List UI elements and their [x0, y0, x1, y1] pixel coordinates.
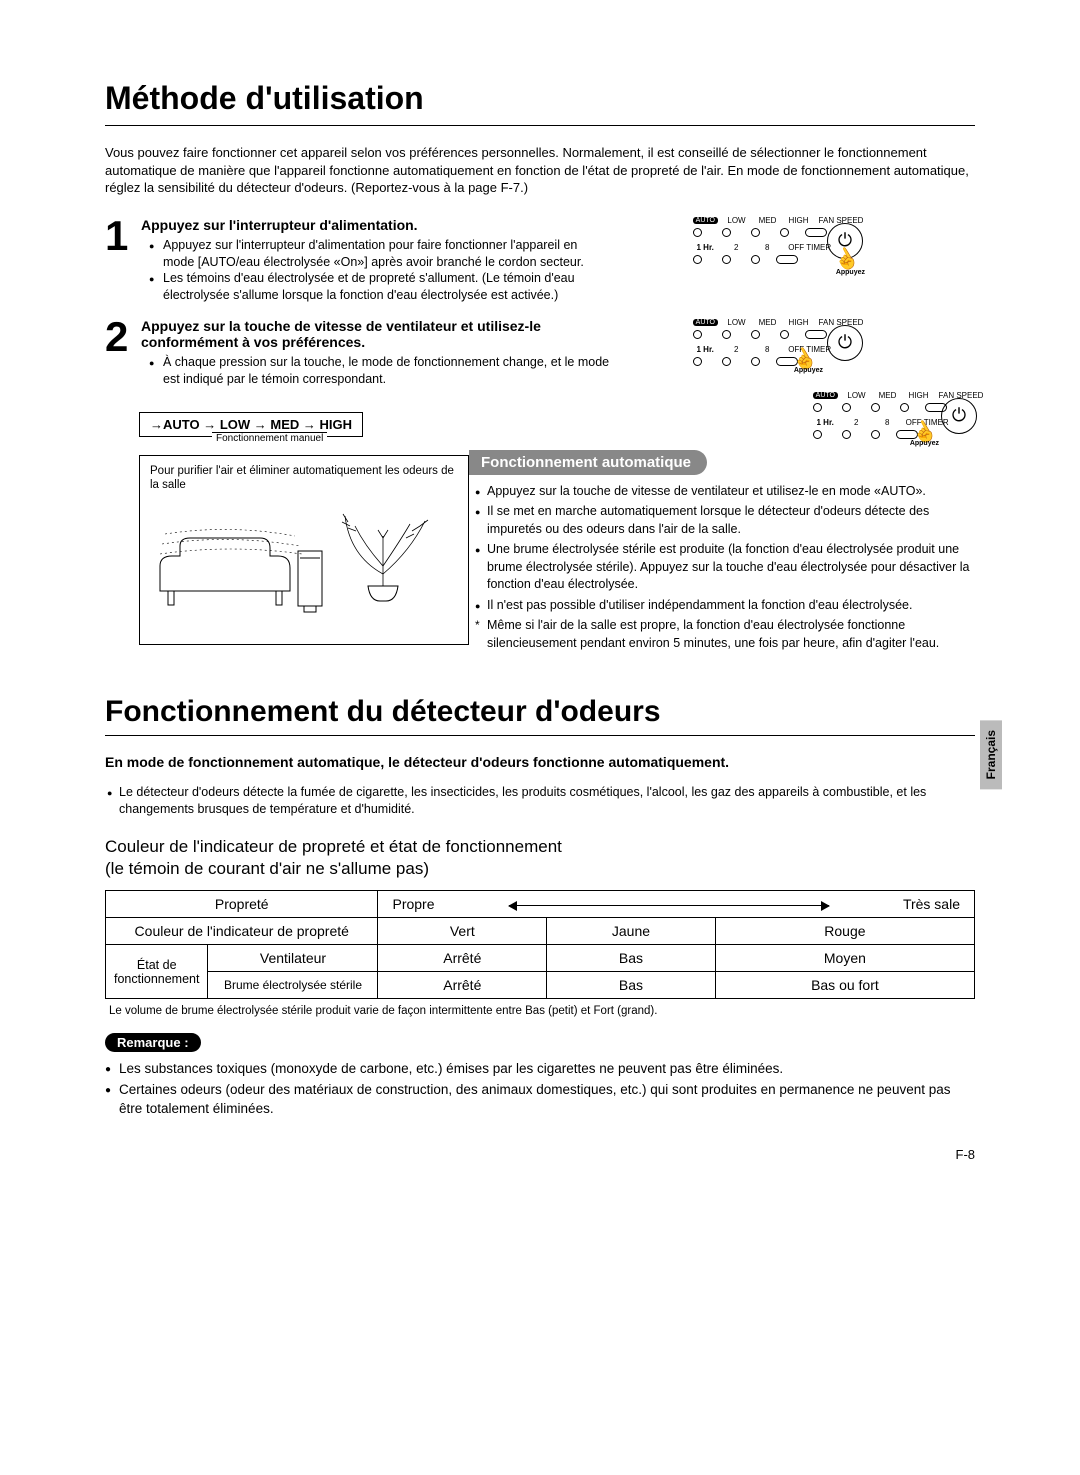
low-label: LOW [724, 217, 749, 225]
h8-label: 8 [755, 244, 780, 252]
med-label: MED [755, 319, 780, 327]
power-button[interactable]: ⏻ [827, 325, 863, 361]
step-heading: Appuyez sur l'interrupteur d'alimentatio… [141, 217, 611, 233]
power-icon: ⏻ [952, 405, 966, 426]
table-heading-l2: (le témoin de courant d'air ne s'allume … [105, 859, 429, 878]
remark-bullet: Certaines odeurs (odeur des matériaux de… [105, 1081, 975, 1119]
h8-label: 8 [875, 419, 900, 427]
step-bullet: Appuyez sur l'interrupteur d'alimentatio… [153, 237, 611, 271]
cell: Arrêté [378, 945, 547, 972]
cell: Arrêté [378, 972, 547, 999]
divider [105, 735, 975, 736]
table-row: Propreté Propre Très sale [106, 891, 975, 918]
table-row: Couleur de l'indicateur de propreté Vert… [106, 918, 975, 945]
auto-bullet: Une brume électrolysée stérile est produ… [475, 541, 975, 594]
h2-label: 2 [844, 419, 869, 427]
step-bullet: À chaque pression sur la touche, le mode… [153, 354, 611, 388]
cell-text: fonctionnement [114, 972, 199, 986]
cell-text: État de [137, 958, 177, 972]
room-drawing-icon [150, 496, 450, 636]
hr-label: 1 Hr. [693, 346, 718, 354]
press-label: Appuyez [836, 269, 865, 276]
table-heading: Couleur de l'indicateur de propreté et é… [105, 836, 975, 880]
mode-sub-label: Fonctionnement manuel [212, 432, 327, 444]
auto-label: AUTO [813, 392, 838, 399]
section2-title: Fonctionnement du détecteur d'odeurs [105, 695, 975, 729]
divider [105, 125, 975, 126]
intro-text: Vous pouvez faire fonctionner cet appare… [105, 144, 975, 197]
press-label: Appuyez [910, 440, 939, 447]
auto-bullet: Il se met en marche automatiquement lors… [475, 503, 975, 538]
low-label: LOW [724, 319, 749, 327]
cell: Vert [378, 918, 547, 945]
h8-label: 8 [755, 346, 780, 354]
step-heading: Appuyez sur la touche de vitesse de vent… [141, 318, 611, 350]
auto-label: AUTO [693, 217, 718, 224]
page-title: Méthode d'utilisation [105, 80, 975, 117]
auto-operation-heading: Fonctionnement automatique [469, 450, 707, 475]
room-caption: Pour purifier l'air et éliminer automati… [150, 464, 458, 493]
high-label: HIGH [906, 392, 931, 400]
remark-bullet: Les substances toxiques (monoxyde de car… [105, 1060, 975, 1079]
high-label: HIGH [786, 319, 811, 327]
remark-label: Remarque : [105, 1033, 201, 1052]
step-number: 1 [105, 217, 133, 255]
cell: Propreté [106, 891, 378, 918]
med-label: MED [875, 392, 900, 400]
language-tab: Français [980, 720, 1002, 789]
cell-scale: Propre Très sale [378, 891, 975, 918]
step-number: 2 [105, 318, 133, 356]
cell: Rouge [715, 918, 974, 945]
low-label: LOW [844, 392, 869, 400]
cell: Couleur de l'indicateur de propreté [106, 918, 378, 945]
scale-left: Propre [386, 896, 434, 912]
cell: Bas [547, 945, 716, 972]
cell: État de fonctionnement [106, 945, 208, 999]
mode-sequence: →AUTO → LOW → MED → HIGH [150, 417, 352, 432]
hr-label: 1 Hr. [693, 244, 718, 252]
table-note: Le volume de brume électrolysée stérile … [109, 1005, 975, 1017]
cell: Bas [547, 972, 716, 999]
indicator-table: Propreté Propre Très sale Couleur de l'i… [105, 890, 975, 999]
step-bullet: Les témoins d'eau électrolysée et de pro… [153, 270, 611, 304]
scale-right: Très sale [903, 896, 966, 912]
cell: Bas ou fort [715, 972, 974, 999]
med-label: MED [755, 217, 780, 225]
table-row: État de fonctionnement Ventilateur Arrêt… [106, 945, 975, 972]
auto-note: Même si l'air de la salle est propre, la… [475, 617, 975, 652]
press-label: Appuyez [794, 367, 823, 374]
auto-operation-section: AUTO LOW MED HIGH FAN SPEED 1 Hr. 2 8 OF… [469, 402, 975, 656]
section2-desc: Le détecteur d'odeurs détecte la fumée d… [105, 784, 975, 818]
auto-bullet: Il n'est pas possible d'utiliser indépen… [475, 597, 975, 615]
section2-subtitle: En mode de fonctionnement automatique, l… [105, 754, 975, 770]
table-heading-l1: Couleur de l'indicateur de propreté et é… [105, 837, 562, 856]
mode-sequence-box: →AUTO → LOW → MED → HIGH Fonctionnement … [139, 412, 363, 437]
cell: Brume électrolysée stérile [208, 972, 378, 999]
power-icon: ⏻ [838, 332, 852, 353]
table-row: Brume électrolysée stérile Arrêté Bas Ba… [106, 972, 975, 999]
cell: Moyen [715, 945, 974, 972]
cell: Ventilateur [208, 945, 378, 972]
auto-label: AUTO [693, 319, 718, 326]
cell: Jaune [547, 918, 716, 945]
h2-label: 2 [724, 244, 749, 252]
power-button[interactable]: ⏻ [941, 398, 977, 434]
h2-label: 2 [724, 346, 749, 354]
high-label: HIGH [786, 217, 811, 225]
hr-label: 1 Hr. [813, 419, 838, 427]
room-illustration: Pour purifier l'air et éliminer automati… [139, 455, 469, 645]
auto-bullet: Appuyez sur la touche de vitesse de vent… [475, 483, 975, 501]
page-number: F-8 [105, 1147, 975, 1162]
